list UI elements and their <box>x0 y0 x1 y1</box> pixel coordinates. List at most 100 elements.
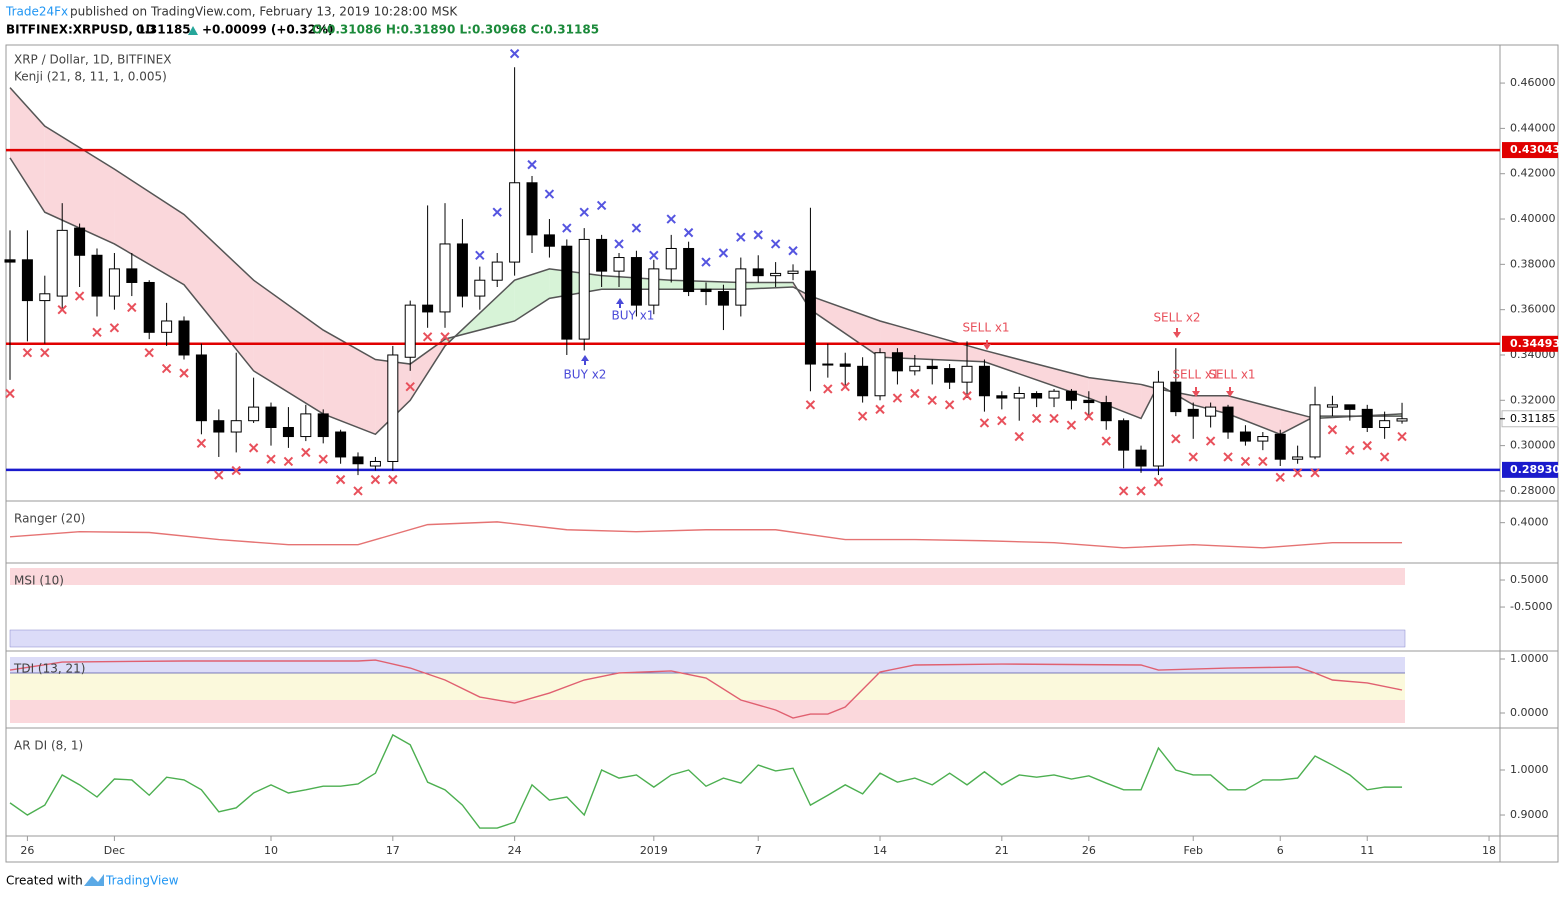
signal-cross <box>335 474 346 485</box>
x-tick-label: Dec <box>104 844 125 857</box>
signal-cross <box>1362 440 1372 451</box>
candle-body <box>1152 381 1164 467</box>
candle-body <box>300 413 312 438</box>
signal-cross <box>927 395 937 406</box>
signal-cross <box>179 368 189 378</box>
published-note: published on TradingView.com, February 1… <box>70 5 458 19</box>
candle-body <box>404 304 416 358</box>
signal-annotation: BUY x1 <box>612 309 655 323</box>
candle-body <box>613 257 625 272</box>
signal-cross <box>353 486 363 496</box>
candle-body <box>787 270 799 274</box>
signal-cross <box>1084 411 1094 421</box>
signal-cross <box>1275 472 1285 483</box>
candle-body <box>317 413 329 438</box>
signal-cross <box>875 404 885 415</box>
signal-cross <box>370 474 381 485</box>
candle-body <box>961 365 973 383</box>
candle-body <box>1326 404 1338 408</box>
signal-cross <box>1205 436 1216 446</box>
candle-body <box>891 352 903 372</box>
signal-cross <box>614 239 624 249</box>
cloud-fill <box>253 280 324 414</box>
signal-cross <box>1310 468 1320 478</box>
y-tick-label: 0.4000 <box>1510 516 1549 529</box>
signal-cross <box>92 327 102 338</box>
publisher[interactable]: Trade24Fx <box>5 5 68 19</box>
candle-body <box>1118 420 1130 451</box>
signal-cross <box>1188 452 1198 462</box>
candle-body <box>230 420 242 433</box>
footer-created: Created with <box>6 874 83 888</box>
tdi-upper-band <box>10 657 1405 673</box>
candle-body <box>804 270 816 365</box>
candle-body <box>978 365 990 397</box>
signal-cross <box>649 250 659 260</box>
candle-body <box>474 279 486 297</box>
level-tag <box>1502 461 1558 478</box>
candle-body <box>1239 431 1251 442</box>
signal-cross <box>1345 445 1355 455</box>
signal-cross <box>1118 486 1129 496</box>
signal-cross <box>1327 425 1338 435</box>
ohlc: O:0.31086 H:0.31890 L:0.30968 C:0.31185 <box>312 23 599 37</box>
signal-cross <box>770 239 781 249</box>
signal-cross <box>388 474 398 485</box>
cloud-fill <box>323 330 376 435</box>
x-tick-label: 17 <box>386 844 400 857</box>
candle-body <box>178 320 190 356</box>
indicator-line <box>9 733 1403 829</box>
pane-title: TDI (13, 21) <box>13 662 85 676</box>
level-label: 0.34493 <box>1510 337 1560 350</box>
up-arrow <box>188 26 198 35</box>
msi-upper-band <box>10 568 1405 585</box>
signal-annotation: SELL x2 <box>1153 311 1200 325</box>
signal-cross <box>718 248 729 258</box>
candle-body <box>126 268 138 283</box>
signal-cross <box>805 400 816 410</box>
signal-cross <box>1153 477 1164 487</box>
signal-cross <box>1066 420 1077 430</box>
signal-annotation: SELL x1 <box>962 321 1009 335</box>
signal-cross <box>788 246 798 256</box>
candle-body <box>874 352 886 397</box>
signal-cross <box>231 465 241 476</box>
footer-brand[interactable]: TradingView <box>105 874 179 888</box>
candle-body <box>439 243 451 313</box>
y-tick-label: 0.9000 <box>1510 808 1549 821</box>
cloud-fill <box>1088 377 1142 419</box>
candle-body <box>1257 436 1269 442</box>
candle-body <box>195 354 207 422</box>
candle-body <box>561 245 573 340</box>
candle-body <box>648 268 660 306</box>
x-tick-label: 10 <box>264 844 278 857</box>
x-tick-label: 21 <box>995 844 1009 857</box>
y-tick-label: 0.32000 <box>1510 393 1556 406</box>
level-label: 0.28930 <box>1510 463 1560 476</box>
signal-cross <box>22 348 33 358</box>
signal-cross <box>301 447 311 458</box>
y-tick-label: 0.42000 <box>1510 167 1556 180</box>
candle-body <box>1187 408 1199 417</box>
cloud-fill <box>114 169 185 285</box>
x-tick-label: 26 <box>20 844 34 857</box>
candle-body <box>1205 406 1217 417</box>
tdi-middle-band <box>10 673 1405 700</box>
signal-cross <box>109 323 120 333</box>
x-tick-label: Feb <box>1183 844 1202 857</box>
y-tick-label: 0.28000 <box>1510 484 1556 497</box>
sell-arrow <box>1226 387 1234 397</box>
y-tick-label: -0.5000 <box>1510 600 1552 613</box>
signal-cross <box>579 207 589 217</box>
last-price-label: 0.31185 <box>1510 412 1556 425</box>
signal-cross <box>736 232 746 242</box>
signal-cross <box>196 438 207 449</box>
candle-body <box>456 243 468 297</box>
signal-annotation: BUY x2 <box>564 368 607 382</box>
y-tick-label: 0.40000 <box>1510 212 1556 225</box>
signal-cross <box>997 415 1007 426</box>
signal-cross <box>127 302 137 313</box>
x-tick-label: 24 <box>508 844 522 857</box>
candle-body <box>1170 381 1182 413</box>
candle-body <box>839 363 851 367</box>
